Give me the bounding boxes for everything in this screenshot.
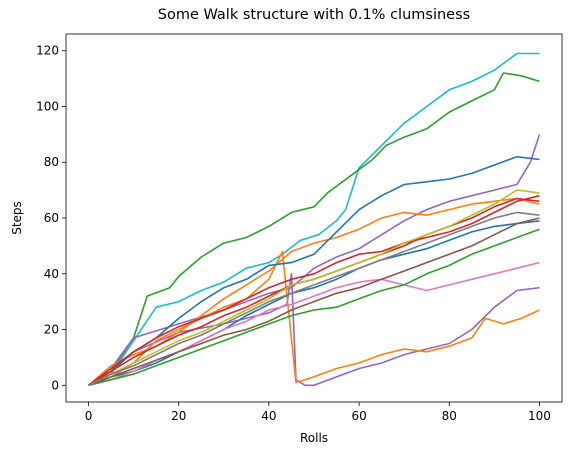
series-line-9 xyxy=(88,194,540,386)
y-tick-label: 0 xyxy=(51,378,59,392)
chart-title: Some Walk structure with 0.1% clumsiness xyxy=(158,7,470,23)
y-tick-label: 100 xyxy=(36,99,59,113)
series-line-4 xyxy=(88,134,541,386)
y-tick-label: 80 xyxy=(44,155,59,169)
series-line-11 xyxy=(88,189,540,387)
y-tick-label: 60 xyxy=(44,211,59,225)
x-tick-label: 40 xyxy=(261,409,276,423)
x-axis: 0 20 40 60 80 100 xyxy=(85,402,551,423)
x-tick-label: 60 xyxy=(351,409,366,423)
x-tick-label: 80 xyxy=(442,409,457,423)
x-tick-label: 100 xyxy=(528,409,551,423)
series-line-13 xyxy=(88,228,540,387)
x-tick-label: 20 xyxy=(171,409,186,423)
y-tick-label: 120 xyxy=(36,44,59,58)
plot-area xyxy=(87,52,541,387)
series-line-6 xyxy=(87,197,540,386)
series-line-1 xyxy=(88,52,540,387)
x-axis-label: Rolls xyxy=(300,431,328,445)
y-tick-label: 40 xyxy=(44,267,59,281)
series-line-14 xyxy=(88,217,540,387)
series-line-15 xyxy=(88,211,540,387)
y-tick-label: 20 xyxy=(44,323,59,337)
series-line-2 xyxy=(88,72,540,386)
series-layer xyxy=(87,52,541,387)
y-axis-label: Steps xyxy=(10,201,24,235)
series-line-5 xyxy=(88,250,540,387)
y-axis: 0 20 40 60 80 100 120 xyxy=(36,44,66,392)
series-line-8 xyxy=(88,220,540,387)
x-tick-label: 0 xyxy=(85,409,93,423)
series-line-7 xyxy=(88,155,540,386)
